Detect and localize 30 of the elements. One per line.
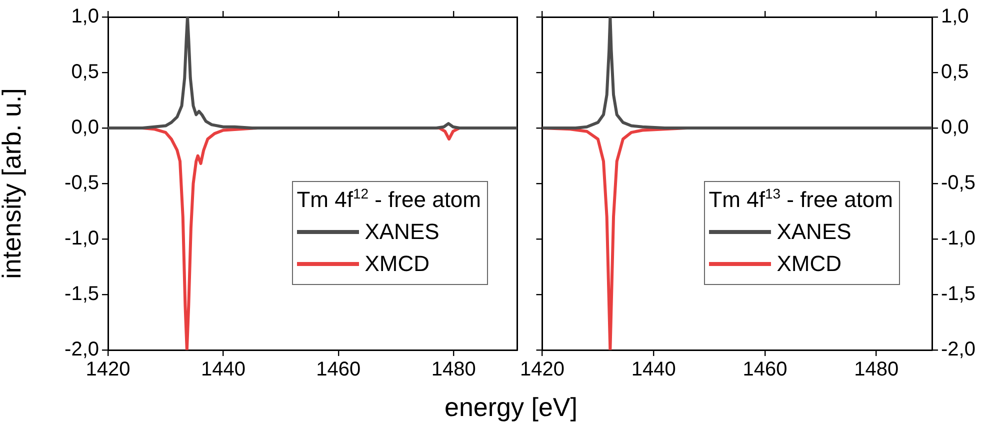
x-tick-label: 1460: [316, 358, 361, 381]
x-tick-label: 1460: [742, 358, 788, 381]
y-tick-label: 1,0: [71, 6, 99, 28]
x-tick-label: 1420: [520, 358, 564, 381]
x-tick-label: 1440: [631, 358, 676, 381]
y-tick-label: -1,0: [941, 228, 976, 250]
legend-title: Tm 4f$^{13}$ - free atom: [708, 184, 893, 214]
y-tick-label: -0,5: [941, 172, 976, 194]
y-tick-label: 0,0: [71, 116, 99, 139]
x-tick-label: 1440: [200, 358, 246, 381]
x-axis-title: energy [eV]: [444, 392, 578, 423]
y-tick-label: -1,5: [941, 283, 976, 306]
y-tick-label: 0,5: [71, 61, 99, 84]
legend-label: XANES: [364, 218, 440, 246]
legend-label: XANES: [776, 218, 852, 246]
y-tick-label: -1,5: [64, 283, 99, 306]
y-tick-label: -2,0: [64, 338, 99, 361]
y-tick-label: 0,5: [941, 61, 969, 84]
x-tick-label: 1480: [431, 358, 476, 381]
legend-label: XMCD: [776, 250, 842, 278]
x-tick-label: 1420: [86, 358, 130, 381]
y-tick-label: -1,0: [64, 228, 99, 250]
y-tick-label: 1,0: [941, 6, 969, 28]
x-tick-label: 1480: [854, 358, 899, 381]
y-tick-label: 0,0: [941, 116, 969, 139]
legend-title: Tm 4f$^{12}$ - free atom: [296, 184, 481, 214]
y-axis-title: intensity [arb. u.]: [0, 87, 28, 281]
y-tick-label: -0,5: [64, 172, 99, 194]
legend-label: XMCD: [364, 250, 430, 278]
y-tick-label: -2,0: [941, 338, 976, 361]
